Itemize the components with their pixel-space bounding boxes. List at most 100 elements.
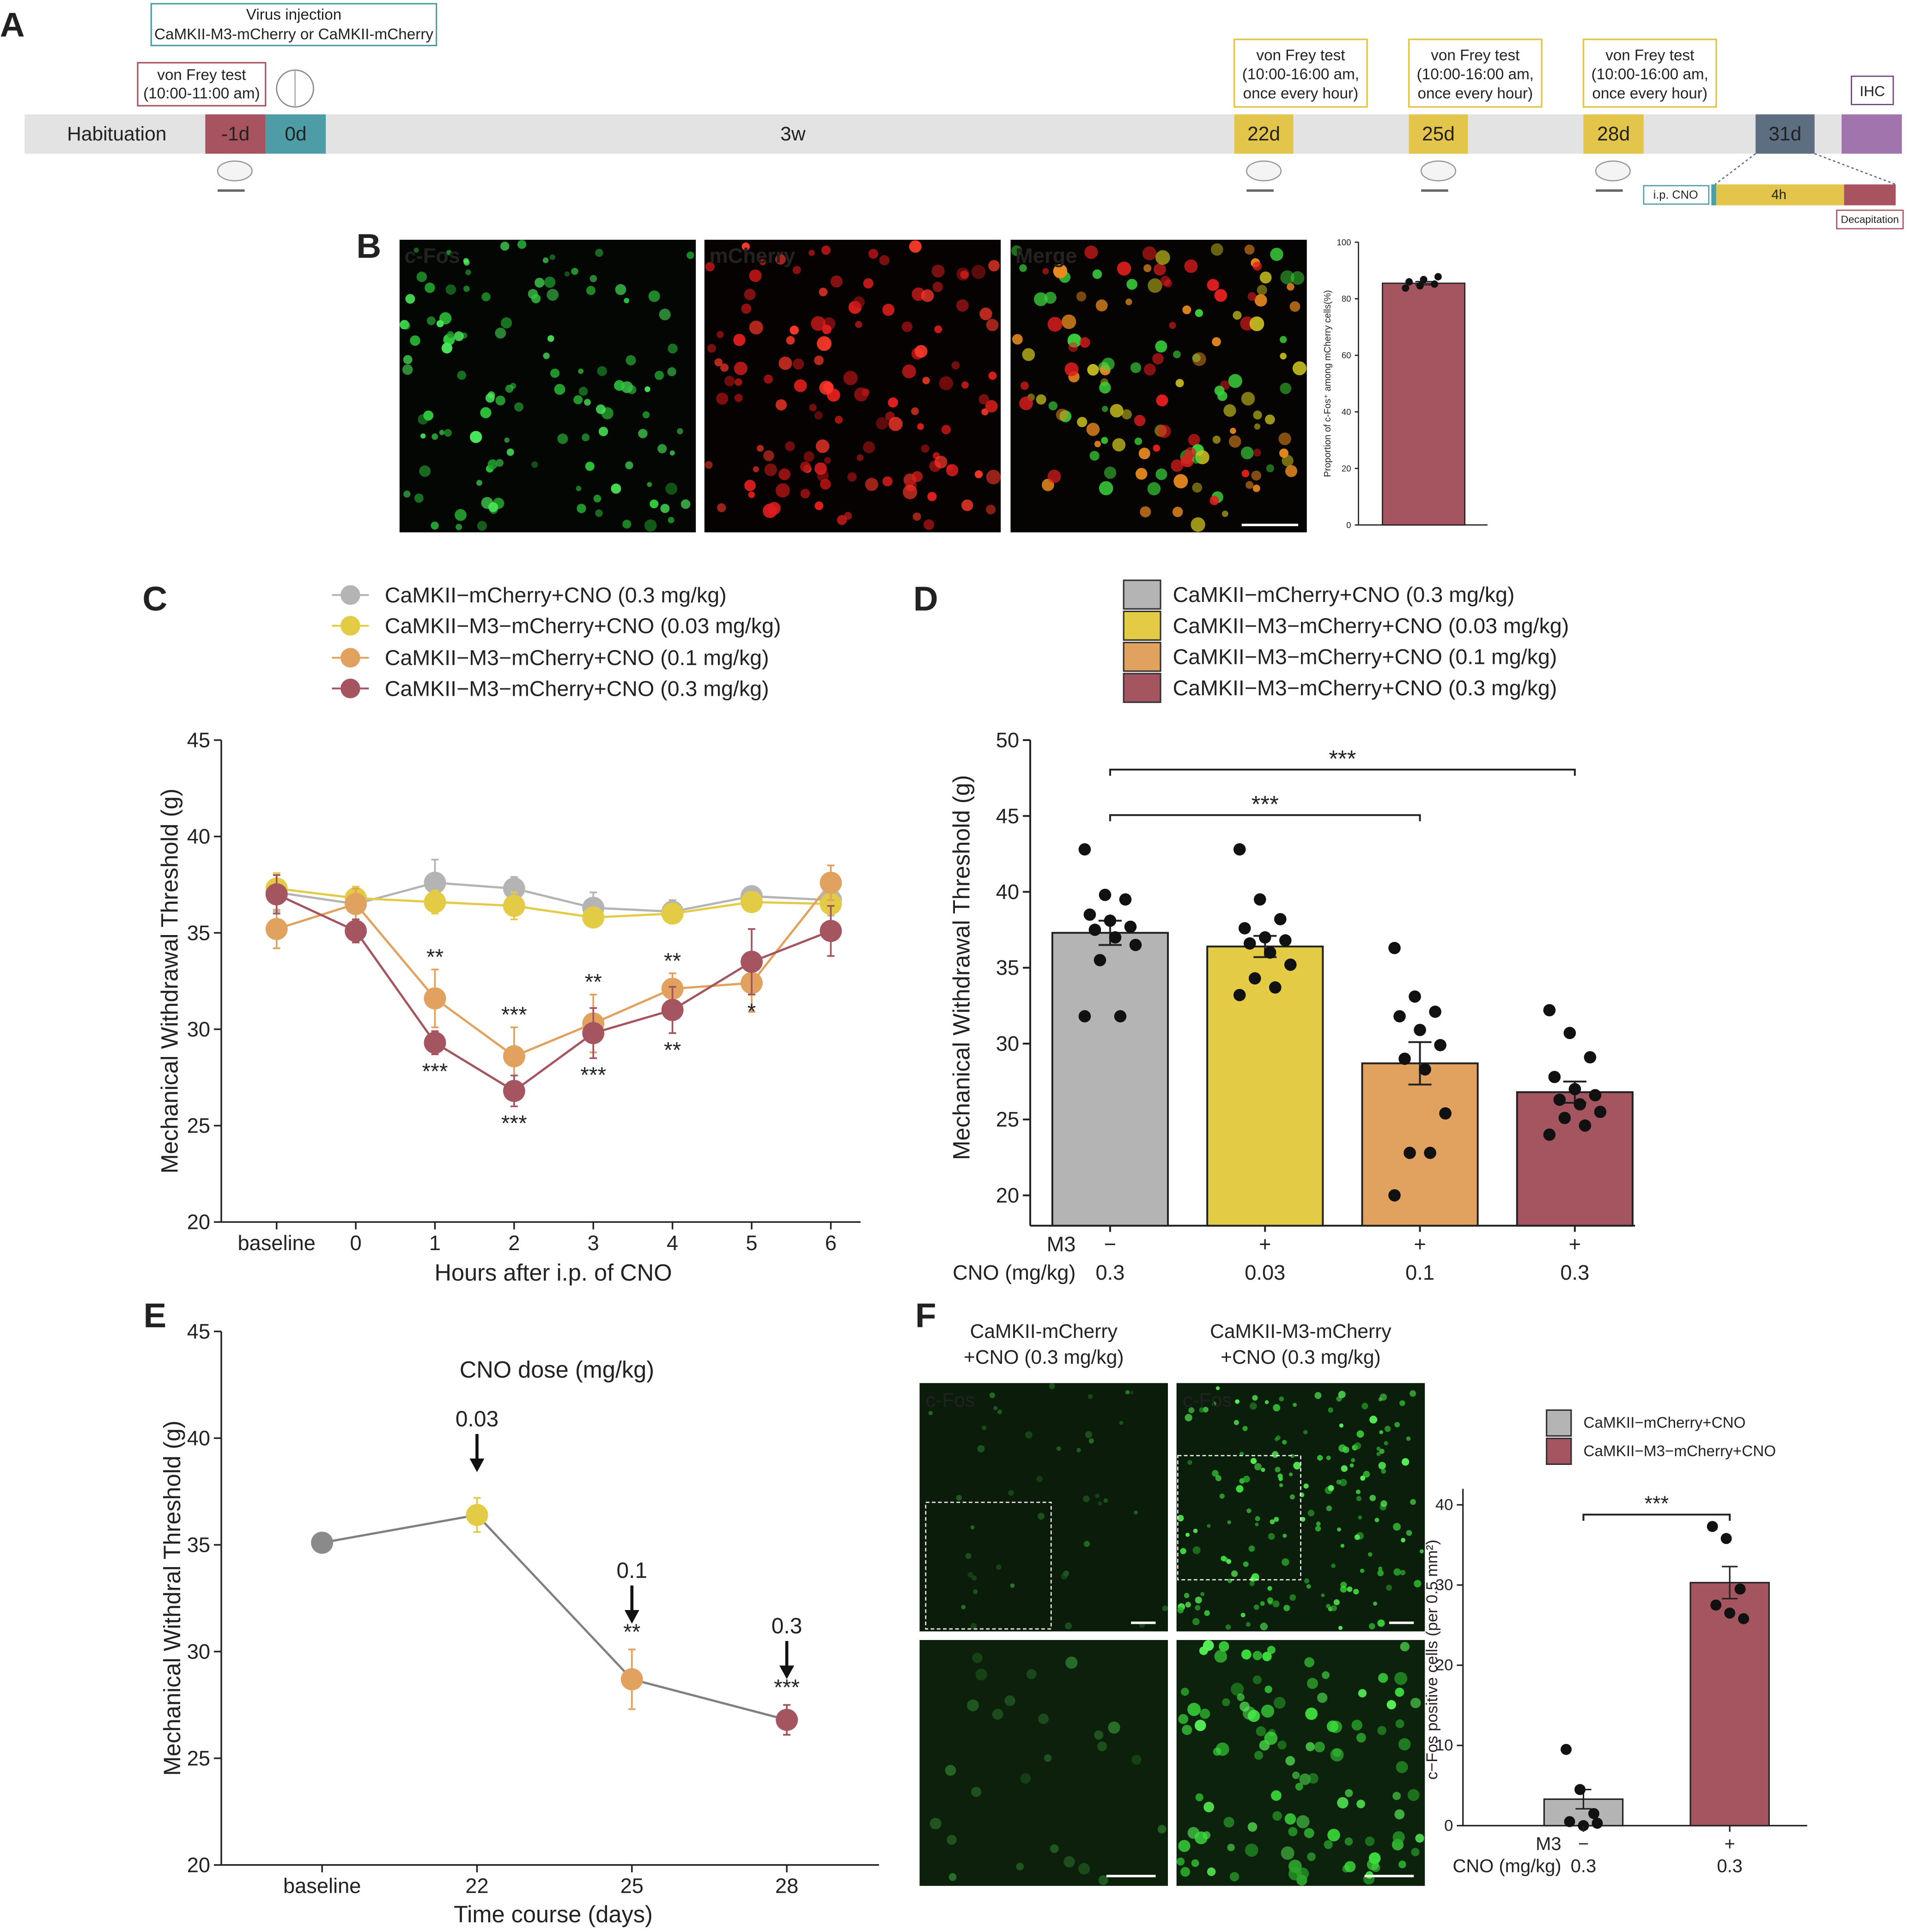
comparison-bracket bbox=[1109, 814, 1421, 821]
cell bbox=[1379, 1430, 1383, 1434]
mouse-icon bbox=[1595, 160, 1631, 182]
cell bbox=[1384, 1441, 1388, 1446]
cell bbox=[1264, 1732, 1278, 1745]
cell bbox=[1367, 1858, 1379, 1871]
cell bbox=[1195, 1596, 1202, 1604]
end-box bbox=[1836, 209, 1904, 230]
cell bbox=[1209, 496, 1219, 505]
cell bbox=[986, 319, 999, 331]
test-box bbox=[1233, 38, 1368, 108]
cell bbox=[1063, 1570, 1069, 1577]
y-axis-label: Mechanical Withdrawal Threshold (g) bbox=[948, 775, 974, 1160]
cell bbox=[1042, 268, 1049, 275]
cell bbox=[1192, 352, 1206, 366]
y-tick-label: 30 bbox=[1435, 1576, 1453, 1594]
dose-arrow-head bbox=[624, 1610, 639, 1624]
cell bbox=[477, 521, 487, 531]
cell bbox=[1101, 437, 1108, 444]
cell bbox=[439, 430, 445, 435]
cell bbox=[1182, 305, 1191, 315]
cell bbox=[1252, 484, 1260, 492]
cell bbox=[487, 391, 495, 399]
data-point bbox=[1083, 908, 1096, 921]
micrograph bbox=[919, 1640, 1168, 1886]
cell bbox=[1394, 1422, 1400, 1428]
cell bbox=[1355, 1489, 1361, 1495]
cell bbox=[1252, 1651, 1262, 1660]
cell bbox=[1268, 1600, 1273, 1605]
cell bbox=[734, 394, 743, 402]
cell bbox=[1260, 1601, 1265, 1606]
cell bbox=[1285, 465, 1298, 477]
cell bbox=[510, 383, 516, 389]
data-point bbox=[1284, 958, 1297, 971]
row-value: 0.1 bbox=[1405, 1261, 1434, 1284]
image-label: c-Fos bbox=[926, 1389, 975, 1411]
cell bbox=[857, 454, 863, 461]
panel-label: F bbox=[915, 1296, 936, 1335]
dose-label: 0.3 bbox=[772, 1614, 802, 1639]
cell bbox=[1378, 1566, 1383, 1571]
cell bbox=[1393, 1523, 1401, 1531]
y-tick-label: 50 bbox=[996, 729, 1019, 752]
cell bbox=[1293, 1403, 1297, 1407]
cell bbox=[447, 331, 454, 338]
cell bbox=[1187, 1460, 1192, 1465]
comparison-label: *** bbox=[1329, 745, 1356, 772]
cell bbox=[1242, 1706, 1256, 1720]
cell bbox=[1253, 410, 1262, 420]
cell bbox=[403, 355, 413, 365]
cell bbox=[1304, 1657, 1315, 1668]
cell bbox=[1327, 1829, 1340, 1841]
cell bbox=[1248, 1545, 1255, 1552]
test-box bbox=[1582, 38, 1717, 108]
data-point bbox=[1564, 1816, 1575, 1828]
data-point bbox=[1233, 843, 1246, 856]
cell bbox=[735, 378, 742, 386]
data-point bbox=[1253, 893, 1266, 906]
cell bbox=[1247, 1822, 1258, 1832]
stage-label: 0d bbox=[285, 123, 306, 145]
cell bbox=[1369, 1416, 1378, 1424]
data-point bbox=[1388, 1189, 1401, 1202]
cell bbox=[1047, 316, 1063, 332]
cell bbox=[1386, 1700, 1396, 1710]
cell bbox=[1221, 1555, 1227, 1561]
injection-mark bbox=[1711, 184, 1716, 206]
y-tick-label: 10 bbox=[1435, 1737, 1453, 1754]
cell bbox=[1095, 299, 1108, 312]
cell bbox=[1254, 1750, 1264, 1760]
y-tick-label: 35 bbox=[187, 1533, 210, 1556]
cell bbox=[1343, 1446, 1349, 1453]
legend-marker bbox=[340, 648, 360, 668]
data-point bbox=[311, 1531, 334, 1554]
row-label: CNO (mg/kg) bbox=[1453, 1856, 1562, 1877]
cell bbox=[830, 275, 843, 288]
cell bbox=[1016, 1862, 1024, 1871]
test-text: once every hour) bbox=[1592, 85, 1707, 102]
data-point bbox=[1579, 1119, 1592, 1132]
cell bbox=[1342, 1865, 1350, 1873]
cell bbox=[1277, 1473, 1283, 1479]
cell bbox=[1083, 1541, 1090, 1547]
test-text: once every hour) bbox=[1418, 85, 1533, 102]
cell bbox=[855, 321, 863, 328]
significance: * bbox=[747, 1000, 756, 1024]
cell bbox=[961, 1605, 966, 1610]
y-tick-label: 40 bbox=[1342, 407, 1351, 417]
image-title: +CNO (0.3 mg/kg) bbox=[964, 1346, 1124, 1368]
cell bbox=[1401, 1458, 1410, 1466]
cell bbox=[763, 450, 774, 462]
cell bbox=[1338, 1626, 1343, 1630]
cell bbox=[1292, 1771, 1300, 1780]
data-point bbox=[1119, 893, 1132, 906]
cell bbox=[902, 365, 916, 378]
cell bbox=[531, 461, 538, 468]
data-point bbox=[503, 1045, 525, 1068]
y-tick-label: 30 bbox=[996, 1032, 1019, 1055]
data-point bbox=[1548, 1070, 1561, 1083]
cell bbox=[1281, 1846, 1294, 1860]
cell bbox=[809, 404, 817, 412]
image-label: mCherry bbox=[709, 244, 795, 267]
data-point bbox=[1543, 1128, 1556, 1141]
